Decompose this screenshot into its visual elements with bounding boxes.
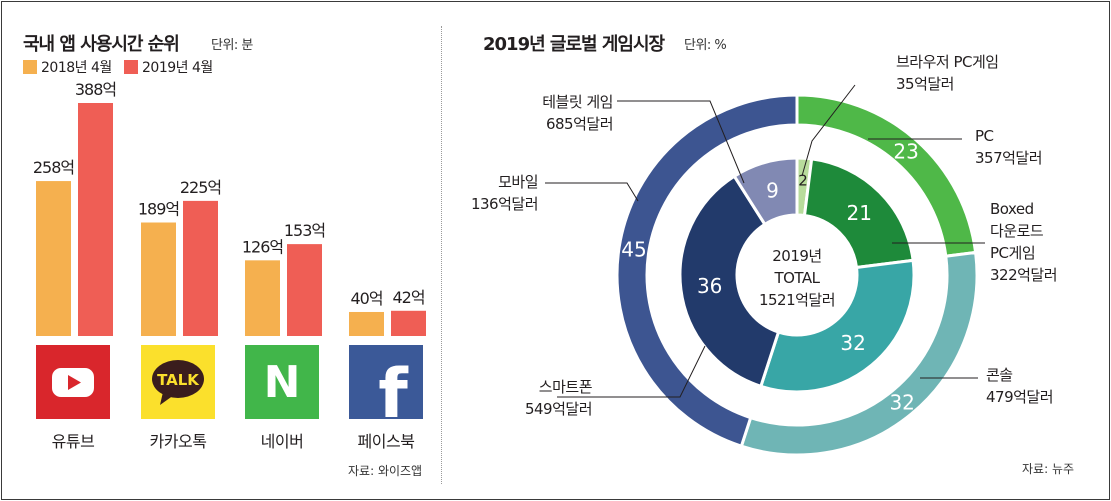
inner-slice-label-0: 2 (798, 172, 808, 190)
bar-0-1 (141, 222, 176, 336)
bar-chart-title: 국내 앱 사용시간 순위 (23, 34, 180, 55)
bar-value-label: 189억 (138, 200, 179, 219)
legend-2019: 2019년 4월 (124, 57, 213, 77)
legend-label-2018: 2018년 4월 (41, 60, 112, 76)
legend-2018: 2018년 4월 (23, 57, 112, 77)
category-naver: 네이버 (260, 432, 304, 451)
slice-annotation: PC게임 (990, 244, 1035, 262)
leader-line-4 (617, 100, 745, 184)
slice-annotation: 479억달러 (986, 388, 1053, 406)
kakaotalk-icon: TALK (141, 345, 215, 419)
slice-annotation: 스마트폰 (539, 378, 592, 396)
bar-chart-unit: 단위: 분 (211, 38, 253, 53)
slice-annotation: 콘솔 (986, 366, 1013, 384)
leader-line-6 (557, 345, 706, 398)
leader-line-0 (801, 84, 856, 177)
bar-0-0 (36, 181, 71, 336)
category-kakaotalk: 카카오톡 (149, 432, 207, 451)
donut-chart-unit: 단위: % (684, 38, 727, 53)
slice-annotation: 브라우저 PC게임 (896, 53, 999, 71)
bar-1-3 (391, 310, 426, 336)
youtube-icon (36, 345, 110, 419)
slice-annotation: 테블릿 게임 (542, 93, 613, 111)
center-label-line-1: TOTAL (773, 269, 820, 287)
inner-slice-3 (678, 174, 781, 389)
bar-1-0 (78, 103, 113, 336)
slice-annotation: 549억달러 (525, 400, 592, 418)
slice-annotation: 136억달러 (471, 195, 538, 213)
inner-slice-label-2: 32 (840, 331, 865, 355)
donut-chart-title: 2019년 글로벌 게임시장 (483, 34, 665, 55)
bar-value-label: 225억 (180, 178, 221, 197)
bar-value-label: 126억 (242, 237, 283, 256)
bar-value-label: 42억 (392, 288, 424, 307)
inner-slice-label-3: 36 (697, 274, 722, 298)
bar-value-label: 40억 (350, 289, 382, 308)
inner-slice-1 (802, 157, 915, 270)
bar-1-2 (287, 244, 322, 336)
panel-divider (441, 26, 443, 484)
slice-annotation: 322억달러 (990, 266, 1057, 284)
slice-annotation: PC (975, 127, 994, 145)
bar-value-label: 153억 (284, 221, 325, 240)
category-youtube: 유튜브 (51, 432, 95, 451)
naver-icon: N (245, 345, 319, 419)
slice-annotation: Boxed (990, 200, 1034, 218)
outer-slice-label-0: 23 (893, 139, 918, 163)
bar-value-label: 388억 (75, 80, 116, 99)
legend-swatch-2019 (124, 60, 138, 74)
inner-slice-2 (758, 258, 916, 394)
inner-slice-4 (732, 156, 799, 227)
leader-line-5 (545, 182, 639, 202)
bar-0-2 (245, 260, 280, 336)
donut-chart-source: 자료: 뉴주 (1022, 462, 1075, 476)
bar-value-label: 258억 (33, 158, 74, 177)
category-facebook: 페이스북 (357, 432, 415, 451)
slice-annotation: 35억달러 (896, 75, 954, 93)
inner-slice-label-4: 9 (766, 179, 779, 203)
slice-annotation: 357억달러 (975, 149, 1042, 167)
outer-slice-label-2: 45 (621, 237, 646, 261)
inner-slice-label-1: 21 (846, 201, 871, 225)
kakaotalk-icon-text: TALK (157, 371, 200, 389)
outer-slice-label-1: 32 (889, 390, 914, 414)
bar-0-3 (349, 311, 384, 336)
outer-slice-2 (615, 93, 799, 449)
center-label-line-0: 2019년 (772, 247, 821, 265)
slice-annotation: 다운로드 (990, 222, 1044, 240)
slice-annotation: 모바일 (498, 173, 538, 191)
legend-swatch-2018 (23, 60, 37, 74)
bar-chart-source: 자료: 와이즈앱 (348, 464, 423, 478)
bar-1-1 (183, 200, 218, 336)
legend-label-2019: 2019년 4월 (142, 60, 213, 76)
center-label-line-2: 1521억달러 (759, 291, 835, 309)
bar-chart: 258억 189억 126억 40억 388억 225억 153억 42억 (33, 80, 426, 336)
naver-icon-text: N (264, 357, 301, 408)
slice-annotation: 685억달러 (546, 115, 613, 133)
